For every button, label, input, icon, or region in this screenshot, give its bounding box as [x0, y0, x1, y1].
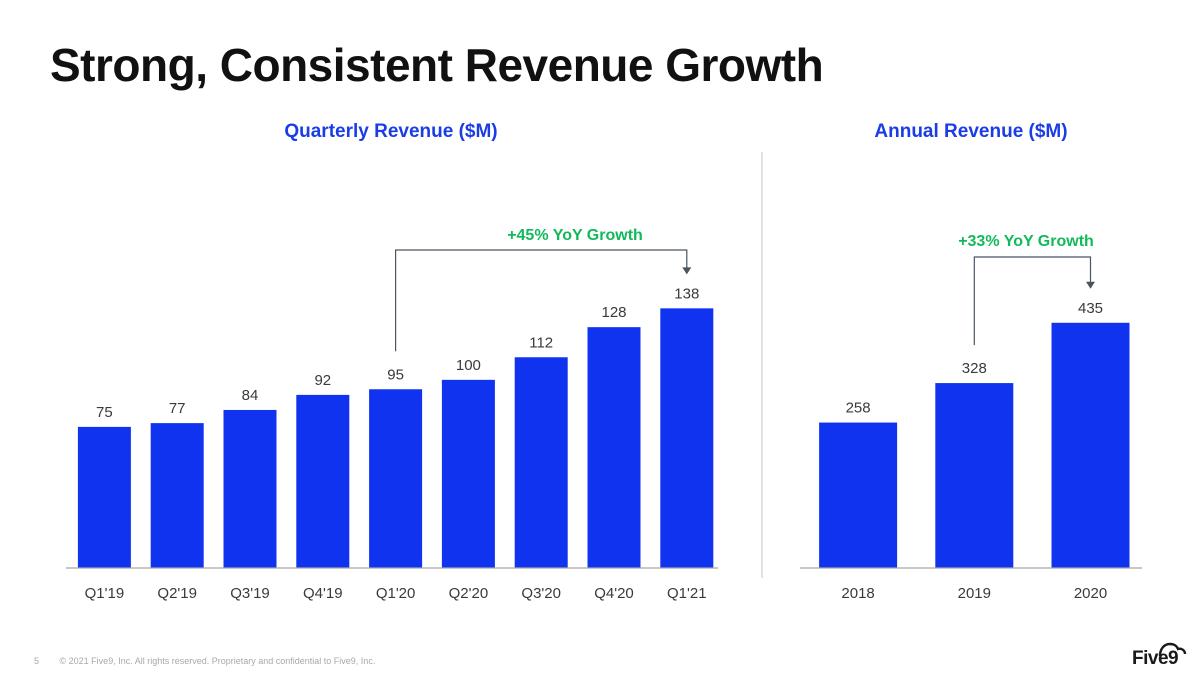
bar-Q3'19: [223, 409, 277, 568]
growth-bracket: [973, 256, 1092, 346]
data-label: 328: [962, 360, 987, 377]
growth-bracket: [395, 249, 688, 352]
tick-label: Q1'20: [376, 585, 416, 602]
bar-Q1'21: [660, 308, 714, 568]
five9-logo: Five9: [1130, 636, 1190, 670]
bar-2020: [1051, 322, 1130, 568]
data-label: 92: [314, 372, 331, 389]
bar-Q2'20: [441, 379, 495, 568]
tick-label: Q4'19: [303, 585, 343, 602]
tick-label: 2020: [1074, 585, 1107, 602]
growth-annotation: +45% YoY Growth: [507, 227, 643, 244]
growth-arrow-icon: [682, 267, 692, 275]
bar-Q1'19: [77, 426, 131, 568]
tick-label: Q1'21: [667, 585, 707, 602]
chart-title: Annual Revenue ($M): [874, 121, 1067, 142]
tick-label: Q3'19: [230, 585, 270, 602]
tick-label: Q2'19: [157, 585, 197, 602]
data-label: 100: [456, 357, 481, 374]
data-label: 77: [169, 400, 186, 417]
growth-arrow-icon: [1086, 281, 1095, 289]
data-label: 112: [529, 334, 553, 351]
logo-text: Five9: [1132, 648, 1179, 669]
data-label: 435: [1078, 300, 1103, 317]
footer: 5 © 2021 Five9, Inc. All rights reserved…: [34, 656, 375, 666]
bar-Q2'19: [150, 423, 204, 568]
growth-annotation: +33% YoY Growth: [958, 233, 1094, 250]
page-title: Strong, Consistent Revenue Growth: [50, 39, 824, 91]
tick-label: 2018: [841, 585, 874, 602]
page-number: 5: [34, 656, 40, 666]
copyright-text: © 2021 Five9, Inc. All rights reserved. …: [59, 656, 376, 666]
bar-2018: [819, 422, 898, 568]
bar-Q4'20: [587, 327, 641, 568]
tick-label: Q4'20: [594, 585, 634, 602]
cloud-icon: [1158, 642, 1187, 657]
bar-Q1'20: [369, 389, 423, 568]
bar-Q4'19: [296, 394, 350, 568]
bar-2019: [935, 383, 1014, 568]
chart-title: Quarterly Revenue ($M): [284, 121, 497, 142]
data-label: 75: [96, 404, 113, 421]
data-label: 258: [846, 400, 871, 417]
tick-label: Q2'20: [449, 585, 489, 602]
tick-label: Q1'19: [85, 585, 125, 602]
data-label: 84: [242, 387, 259, 404]
data-label: 138: [674, 285, 699, 302]
tick-label: 2019: [958, 585, 991, 602]
data-label: 95: [387, 366, 404, 383]
bar-Q3'20: [514, 357, 568, 568]
data-label: 128: [601, 304, 626, 321]
tick-label: Q3'20: [521, 585, 561, 602]
